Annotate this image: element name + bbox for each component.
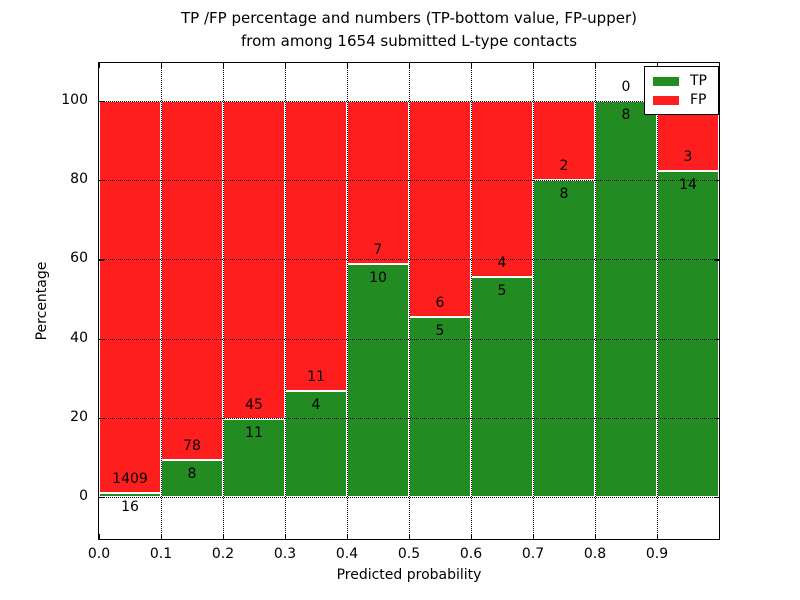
x-tick-label: 0.7 bbox=[521, 546, 545, 562]
x-tick-mark bbox=[595, 534, 597, 539]
bar-segment-tp bbox=[533, 180, 595, 497]
x-tick-label: 0.4 bbox=[335, 546, 359, 562]
y-tick-mark bbox=[99, 338, 104, 340]
bar-segment-fp bbox=[409, 101, 471, 318]
y-tick-mark bbox=[99, 101, 104, 103]
x-tick-label: 0.0 bbox=[87, 546, 111, 562]
bar-label-fp: 7 bbox=[373, 242, 383, 259]
legend-swatch-fp-icon bbox=[653, 95, 679, 105]
bar-label-fp: 45 bbox=[245, 397, 263, 414]
bar-label-tp: 8 bbox=[187, 466, 197, 483]
legend-label-fp: FP bbox=[690, 92, 707, 108]
legend-entry-fp: FP bbox=[653, 93, 710, 107]
x-tick-mark bbox=[99, 63, 101, 68]
bar-segment-tp bbox=[657, 170, 719, 497]
legend-entry-tp: TP bbox=[653, 74, 710, 88]
bar-segment-tp bbox=[595, 101, 657, 498]
x-axis-label: Predicted probability bbox=[336, 567, 482, 583]
y-tick-label: 80 bbox=[70, 171, 88, 188]
bar-segment-tp bbox=[99, 492, 161, 497]
bar-label-tp: 16 bbox=[121, 498, 139, 515]
bar-label-fp: 11 bbox=[307, 369, 325, 386]
x-tick-label: 0.1 bbox=[149, 546, 173, 562]
legend-swatch-tp-icon bbox=[653, 76, 679, 86]
x-tick-label: 0.2 bbox=[211, 546, 235, 562]
bar-segment-tp bbox=[471, 277, 533, 498]
bar-segment-fp bbox=[471, 101, 533, 278]
bar-segment-tp bbox=[347, 264, 409, 498]
bar-label-tp: 5 bbox=[435, 323, 445, 340]
bar-segment-tp bbox=[409, 317, 471, 498]
y-tick-mark bbox=[714, 497, 719, 499]
x-tick-mark bbox=[99, 534, 101, 539]
x-tick-label: 0.5 bbox=[397, 546, 421, 562]
x-tick-mark bbox=[161, 63, 163, 68]
x-tick-label: 0.6 bbox=[459, 546, 483, 562]
y-tick-mark bbox=[99, 417, 104, 419]
plot-area bbox=[98, 62, 720, 540]
bar-label-tp: 10 bbox=[369, 270, 387, 287]
x-tick-mark bbox=[161, 534, 163, 539]
x-tick-mark bbox=[595, 63, 597, 68]
bar-label-fp: 78 bbox=[183, 438, 201, 455]
chart-title-line-1: TP /FP percentage and numbers (TP-bottom… bbox=[181, 9, 637, 27]
legend-label-tp: TP bbox=[690, 73, 707, 89]
x-tick-mark bbox=[347, 534, 349, 539]
bar-label-fp: 1409 bbox=[112, 470, 148, 487]
y-axis-label: Percentage bbox=[34, 261, 50, 341]
legend: TP FP bbox=[644, 66, 719, 115]
y-tick-label: 40 bbox=[70, 329, 88, 346]
y-tick-mark bbox=[714, 417, 719, 419]
bar-label-tp: 14 bbox=[679, 176, 697, 193]
bar-label-fp: 2 bbox=[559, 158, 569, 175]
x-tick-mark bbox=[409, 63, 411, 68]
bar-label-tp: 8 bbox=[559, 186, 569, 203]
x-tick-mark bbox=[471, 63, 473, 68]
bar-segment-fp bbox=[161, 101, 223, 461]
y-tick-mark bbox=[99, 259, 104, 261]
y-tick-label: 0 bbox=[79, 488, 88, 505]
x-tick-mark bbox=[409, 534, 411, 539]
gridline-horizontal bbox=[99, 497, 719, 499]
bar-segment-fp bbox=[285, 101, 347, 392]
y-tick-label: 20 bbox=[70, 408, 88, 425]
bar-segment-fp bbox=[347, 101, 409, 265]
bar-label-fp: 6 bbox=[435, 295, 445, 312]
bar-label-tp: 5 bbox=[497, 283, 507, 300]
x-tick-mark bbox=[223, 63, 225, 68]
bar-label-tp: 8 bbox=[621, 107, 631, 124]
bar-label-fp: 3 bbox=[683, 148, 693, 165]
x-tick-mark bbox=[471, 534, 473, 539]
y-tick-label: 60 bbox=[70, 250, 88, 267]
x-tick-label: 0.8 bbox=[583, 546, 607, 562]
bar-segment-tp bbox=[161, 460, 223, 497]
y-tick-mark bbox=[714, 338, 719, 340]
x-tick-mark bbox=[533, 534, 535, 539]
bar-label-tp: 4 bbox=[311, 397, 321, 414]
x-tick-mark bbox=[657, 534, 659, 539]
y-tick-mark bbox=[99, 180, 104, 182]
x-tick-label: 0.9 bbox=[645, 546, 669, 562]
bar-segment-fp bbox=[99, 101, 161, 493]
x-tick-mark bbox=[223, 534, 225, 539]
x-tick-label: 0.3 bbox=[273, 546, 297, 562]
x-tick-mark bbox=[285, 534, 287, 539]
x-tick-mark bbox=[533, 63, 535, 68]
chart-title-line-2: from among 1654 submitted L-type contact… bbox=[240, 32, 578, 50]
y-tick-label: 100 bbox=[61, 92, 88, 109]
bar-segment-fp bbox=[533, 101, 595, 181]
bar-label-tp: 11 bbox=[245, 425, 263, 442]
x-tick-mark bbox=[285, 63, 287, 68]
bar-label-fp: 0 bbox=[621, 79, 631, 96]
x-tick-mark bbox=[347, 63, 349, 68]
bar-segment-fp bbox=[223, 101, 285, 420]
bar-label-fp: 4 bbox=[497, 255, 507, 272]
y-tick-mark bbox=[714, 259, 719, 261]
